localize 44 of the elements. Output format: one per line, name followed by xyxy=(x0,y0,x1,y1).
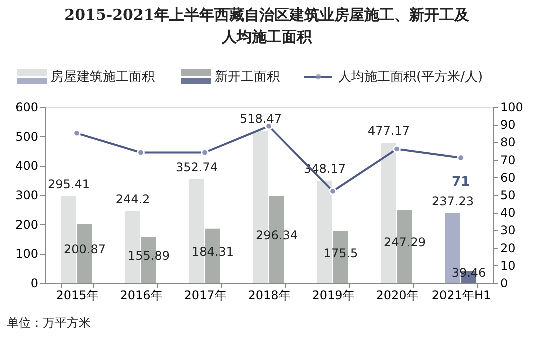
y-tick-label: 0 xyxy=(30,276,38,290)
legend-label: 新开工面积 xyxy=(215,70,280,85)
x-tick-label: 2018年 xyxy=(248,288,291,302)
data-label: 237.23 xyxy=(432,194,474,208)
data-label: 477.17 xyxy=(368,124,410,138)
y2-tick-label: 50 xyxy=(500,188,516,202)
y2-tick-label: 100 xyxy=(500,100,524,114)
y-tick-label: 500 xyxy=(16,130,38,144)
x-tick-label: 2020年 xyxy=(376,288,419,302)
data-label: 352.74 xyxy=(176,160,218,175)
x-tick-label: 2015年 xyxy=(56,288,99,302)
chart-title: 2015-2021年上半年西藏自治区建筑业房屋施工、新开工及人均施工面积 xyxy=(64,6,470,46)
data-label: 296.34 xyxy=(256,228,298,243)
y-tick-label: 100 xyxy=(16,247,38,262)
data-label: 184.31 xyxy=(192,244,234,259)
data-label: 295.41 xyxy=(48,177,90,192)
data-label: 71 xyxy=(452,175,470,190)
y2-tick-label: 90 xyxy=(500,118,516,132)
data-label: 175.5 xyxy=(324,246,358,260)
data-label: 244.2 xyxy=(116,192,150,206)
y2-tick-label: 10 xyxy=(500,258,516,273)
data-label: 200.87 xyxy=(64,242,106,257)
y2-tick-label: 30 xyxy=(500,224,516,238)
y2-tick-label: 80 xyxy=(500,136,516,150)
y-tick-label: 300 xyxy=(16,188,38,202)
x-tick-label: 2017年 xyxy=(184,288,227,302)
y2-tick-label: 60 xyxy=(500,170,516,185)
data-label: 247.29 xyxy=(384,236,426,250)
data-label: 518.47 xyxy=(240,112,282,126)
y2-tick-label: 40 xyxy=(500,206,516,220)
data-label: 39.46 xyxy=(452,266,486,280)
x-tick-label: 2019年 xyxy=(312,288,355,302)
y-tick-label: 600 xyxy=(16,100,38,114)
y2-tick-label: 0 xyxy=(500,276,508,290)
y2-tick-label: 20 xyxy=(500,241,516,256)
y-tick-label: 200 xyxy=(16,218,38,232)
legend-label: 房屋建筑施工面积 xyxy=(51,69,155,85)
legend-label: 人均施工面积(平方米/人) xyxy=(338,69,484,85)
data-label: 155.89 xyxy=(128,249,170,264)
x-tick-label: 2016年 xyxy=(120,288,163,302)
x-tick-label: 2021年H1 xyxy=(432,288,492,302)
y2-tick-label: 70 xyxy=(500,153,516,168)
text: 单位：万平方米 xyxy=(7,316,91,330)
y-tick-label: 400 xyxy=(16,159,38,174)
